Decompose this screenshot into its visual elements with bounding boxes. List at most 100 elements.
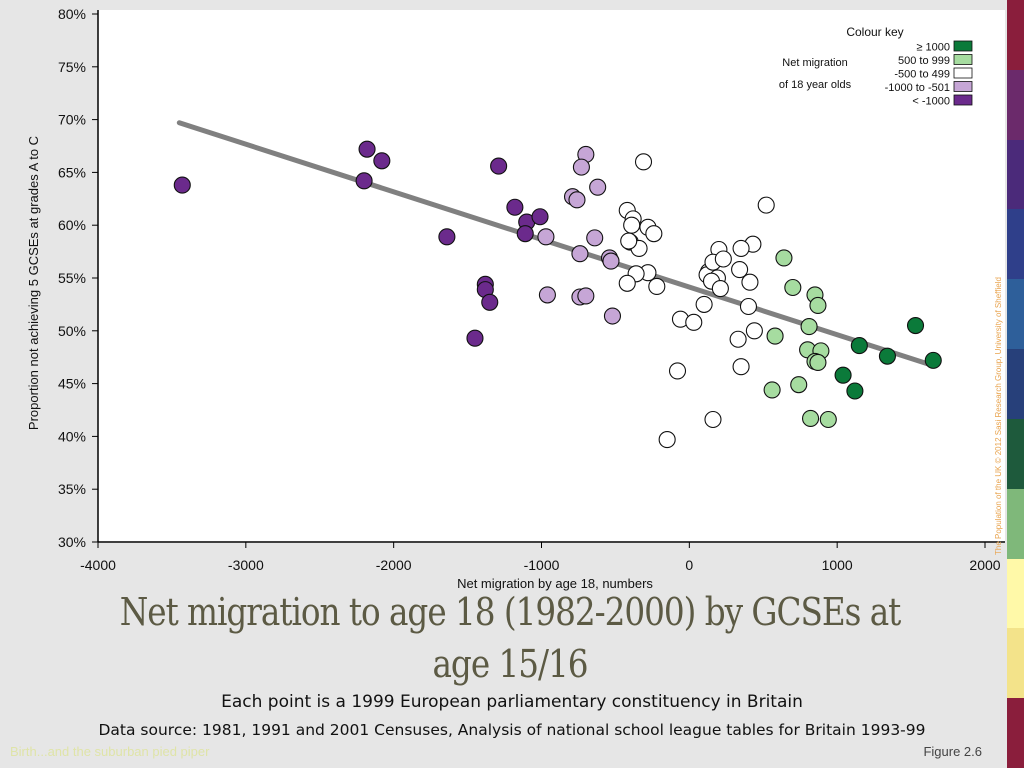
- legend-swatch: [953, 94, 973, 106]
- data-point: [809, 296, 827, 315]
- data-point: [819, 410, 837, 429]
- data-point: [589, 178, 607, 196]
- data-point: [466, 329, 484, 347]
- data-point: [739, 297, 758, 316]
- accent-bar-segment: [1007, 558, 1024, 629]
- x-axis-label: Net migration by age 18, numbers: [457, 576, 653, 591]
- data-point: [373, 152, 391, 170]
- y-axis-label: Proportion not achieving 5 GCSEs at grad…: [26, 136, 41, 430]
- y-tick-label: 80%: [58, 6, 86, 22]
- y-tick-label: 70%: [58, 112, 86, 128]
- legend-swatch: [953, 81, 973, 92]
- data-point: [784, 278, 802, 297]
- y-tick-label: 50%: [58, 323, 86, 339]
- x-tick-label: -4000: [80, 557, 116, 573]
- data-point: [732, 239, 750, 257]
- legend-title: Colour key: [846, 25, 903, 39]
- data-point: [568, 191, 586, 209]
- accent-bar-segment: [1007, 279, 1024, 350]
- legend-entry-label: < -1000: [912, 96, 950, 108]
- accent-bar-segment: [1007, 628, 1024, 699]
- data-point: [668, 362, 687, 380]
- accent-bar-segment: [1007, 418, 1024, 489]
- data-point: [648, 277, 666, 295]
- y-tick-label: 45%: [58, 376, 86, 392]
- data-point: [490, 157, 508, 175]
- footer-left-text: Birth...and the suburban pied piper: [10, 744, 210, 759]
- data-point: [358, 140, 376, 158]
- legend-entry-label: 500 to 999: [898, 55, 950, 67]
- legend-caption: Net migration: [782, 57, 847, 69]
- points-group: [173, 140, 942, 449]
- slide-title: Net migration to age 18 (1982-2000) by G…: [119, 590, 902, 686]
- y-tick-label: 30%: [58, 534, 86, 550]
- accent-bar-segment: [1007, 698, 1024, 768]
- data-point: [645, 225, 663, 243]
- slide-subtitle: Each point is a 1999 European parliament…: [221, 692, 803, 712]
- data-point: [537, 228, 555, 246]
- data-point: [685, 313, 703, 331]
- legend: Colour key Net migration of 18 year olds ≥ …: [779, 25, 973, 108]
- x-tick-label: 0: [685, 557, 693, 573]
- legend-entry-label: ≥ 1000: [916, 42, 950, 54]
- legend-swatch: [953, 40, 973, 52]
- data-point: [731, 261, 749, 279]
- accent-bar-segment: [1007, 349, 1024, 419]
- x-tick-label: 1000: [822, 557, 853, 573]
- data-point: [516, 225, 534, 243]
- scatter-chart: 30% 35% 40% 45% 50% 55% 60% 65% 70% 75% 80% -4000 -3…: [26, 6, 1005, 591]
- legend-caption: of 18 year olds: [779, 79, 852, 91]
- y-tick-label: 60%: [58, 217, 86, 233]
- accent-bar-segment: [1007, 488, 1024, 559]
- x-tick-label: -1000: [524, 557, 560, 573]
- data-point: [714, 250, 732, 268]
- accent-bar-segment: [1007, 69, 1024, 140]
- data-point: [506, 198, 524, 216]
- x-tick-label: -3000: [228, 557, 264, 573]
- data-point: [766, 327, 784, 345]
- data-point: [809, 353, 827, 372]
- data-point: [757, 196, 775, 214]
- data-point: [620, 232, 638, 250]
- data-source: Data source: 1981, 1991 and 2001 Censuse…: [98, 721, 926, 739]
- data-point: [906, 316, 925, 335]
- legend-entry-label: -500 to 499: [894, 69, 950, 81]
- data-point: [800, 318, 818, 336]
- accent-color-bar: [1007, 0, 1024, 768]
- data-point: [834, 366, 852, 384]
- accent-bar-segment: [1007, 209, 1024, 280]
- y-tick-label: 55%: [58, 270, 86, 286]
- side-credit: The Population of the UK © 2012 Sasi Res…: [994, 277, 1003, 555]
- plot-background: [98, 10, 1005, 543]
- legend-swatch: [953, 54, 973, 65]
- data-point: [531, 208, 549, 226]
- data-point: [571, 245, 589, 263]
- accent-bar-segment: [1007, 139, 1024, 210]
- data-point: [586, 229, 604, 247]
- data-point: [924, 351, 942, 369]
- legend-entry-label: -1000 to -501: [885, 82, 950, 94]
- data-point: [741, 273, 759, 291]
- data-point: [618, 274, 636, 292]
- data-point: [850, 337, 868, 355]
- figure-number: Figure 2.6: [923, 744, 982, 759]
- y-tick-label: 35%: [58, 481, 86, 497]
- data-point: [634, 153, 653, 171]
- data-point: [695, 295, 713, 313]
- data-point: [704, 410, 722, 429]
- data-point: [173, 176, 191, 194]
- legend-swatch: [953, 67, 973, 79]
- data-point: [802, 409, 820, 427]
- data-point: [711, 280, 729, 298]
- data-point: [538, 286, 556, 304]
- data-point: [602, 252, 620, 270]
- axes: 30% 35% 40% 45% 50% 55% 60% 65% 70% 75% 80% -4000 -3…: [26, 6, 1005, 591]
- data-point: [577, 287, 595, 305]
- data-point: [481, 293, 499, 311]
- y-tick-label: 65%: [58, 164, 86, 180]
- data-point: [775, 249, 793, 267]
- data-point: [878, 347, 896, 365]
- data-point: [438, 228, 456, 246]
- data-point: [658, 431, 676, 449]
